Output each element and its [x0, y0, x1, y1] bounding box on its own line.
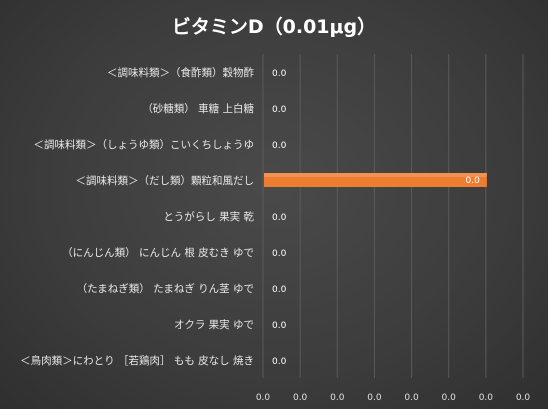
- data-label: 0.0: [272, 249, 287, 259]
- x-tick-label: 0.0: [330, 393, 345, 403]
- data-label: 0.0: [272, 321, 287, 331]
- x-tick-label: 0.0: [256, 393, 271, 403]
- data-label: 0.0: [272, 285, 287, 295]
- x-tick-label: 0.0: [516, 393, 531, 403]
- bar-highlight: [264, 173, 487, 177]
- data-label: 0.0: [272, 105, 287, 115]
- category-label: ＜調味料類＞（しょうゆ類）こいくちしょうゆ: [34, 138, 255, 151]
- x-axis-ticks: 0.0 0.0 0.0 0.0 0.0 0.0 0.0 0.0: [256, 393, 531, 403]
- category-label: とうがらし 果実 乾: [163, 210, 254, 223]
- data-label: 0.0: [272, 69, 287, 79]
- data-label: 0.0: [272, 357, 287, 367]
- gridlines: [262, 54, 524, 378]
- data-label: 0.0: [272, 213, 287, 223]
- category-label: （にんじん類） にんじん 根 皮むき ゆで: [62, 246, 254, 259]
- category-label: ＜調味料類＞（食酢類）穀物酢: [107, 66, 254, 79]
- category-label: ＜調味料類＞（だし類）顆粒和風だし: [76, 174, 255, 187]
- chart-title: ビタミンD（0.01μg）: [172, 15, 376, 38]
- category-label: （砂糖類） 車糖 上白糖: [142, 102, 254, 115]
- x-tick-label: 0.0: [479, 393, 494, 403]
- x-tick-label: 0.0: [367, 393, 382, 403]
- bars: [264, 173, 487, 187]
- x-tick-label: 0.0: [293, 393, 308, 403]
- category-labels: ＜調味料類＞（食酢類）穀物酢 （砂糖類） 車糖 上白糖 ＜調味料類＞（しょうゆ類）こ…: [20, 66, 254, 367]
- x-tick-label: 0.0: [442, 393, 457, 403]
- data-label: 0.0: [272, 141, 287, 151]
- data-label: 0.0: [466, 176, 481, 186]
- category-label: オクラ 果実 ゆで: [174, 318, 254, 331]
- data-labels: 0.0 0.0 0.0 0.0 0.0 0.0 0.0 0.0 0.0: [272, 69, 480, 367]
- category-label: ＜鳥肉類＞にわとり ［若鶏肉］ もも 皮なし 焼き: [20, 354, 254, 367]
- x-tick-label: 0.0: [404, 393, 419, 403]
- category-label: （たまねぎ類） たまねぎ りん茎 ゆで: [77, 282, 254, 295]
